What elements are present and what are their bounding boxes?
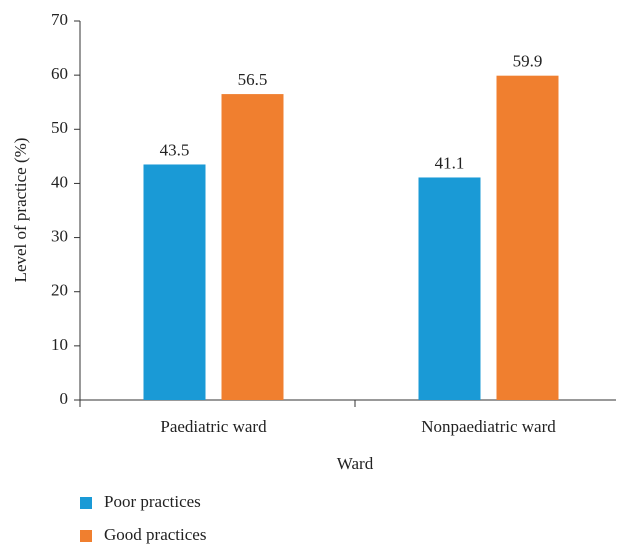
data-label: 56.5 — [238, 70, 268, 89]
data-label: 59.9 — [513, 52, 543, 71]
y-axis-label: Level of practice (%) — [11, 138, 30, 283]
y-tick-label: 40 — [51, 172, 68, 191]
y-tick-label: 10 — [51, 335, 68, 354]
y-tick-label: 60 — [51, 64, 68, 83]
bar — [221, 94, 284, 400]
legend-label: Good practices — [104, 525, 206, 544]
x-axis-label: Ward — [337, 454, 374, 473]
y-tick-label: 20 — [51, 281, 68, 300]
y-tick-label: 50 — [51, 118, 68, 137]
legend-swatch — [80, 530, 92, 542]
legend-label: Poor practices — [104, 492, 201, 511]
y-tick-label: 70 — [51, 10, 68, 29]
y-tick-label: 0 — [60, 389, 69, 408]
bar — [496, 75, 559, 400]
bar — [418, 177, 481, 400]
data-label: 43.5 — [160, 140, 190, 159]
y-tick-label: 30 — [51, 226, 68, 245]
bar — [143, 164, 206, 400]
legend-swatch — [80, 497, 92, 509]
x-tick-label: Nonpaediatric ward — [421, 417, 556, 436]
x-tick-label: Paediatric ward — [160, 417, 267, 436]
data-label: 41.1 — [435, 153, 465, 172]
